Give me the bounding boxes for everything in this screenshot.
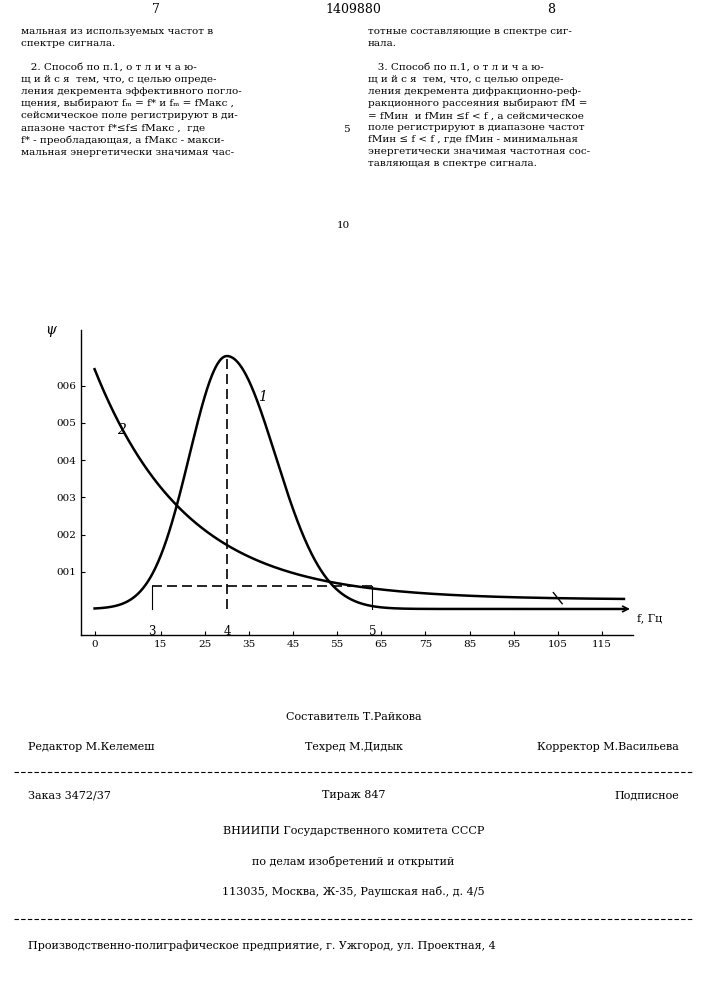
Text: Корректор М.Васильева: Корректор М.Васильева xyxy=(537,742,679,752)
Text: по делам изобретений и открытий: по делам изобретений и открытий xyxy=(252,856,455,867)
Text: Составитель Т.Райкова: Составитель Т.Райкова xyxy=(286,712,421,722)
Text: 8: 8 xyxy=(547,3,556,16)
Text: 1409880: 1409880 xyxy=(325,3,382,16)
Text: f, Гц: f, Гц xyxy=(637,613,662,623)
Text: 7: 7 xyxy=(151,3,160,16)
Text: Подписное: Подписное xyxy=(614,790,679,800)
Text: 2: 2 xyxy=(117,423,125,437)
Text: Редактор М.Келемеш: Редактор М.Келемеш xyxy=(28,742,155,752)
Text: Заказ 3472/37: Заказ 3472/37 xyxy=(28,790,111,800)
Text: 3: 3 xyxy=(148,625,156,638)
Text: Техред М.Дидык: Техред М.Дидык xyxy=(305,742,402,752)
Text: 5: 5 xyxy=(369,625,376,638)
Text: Тираж 847: Тираж 847 xyxy=(322,790,385,800)
Text: 5: 5 xyxy=(344,124,350,133)
Text: Производственно-полиграфическое предприятие, г. Ужгород, ул. Проектная, 4: Производственно-полиграфическое предприя… xyxy=(28,940,496,951)
Text: тотные составляющие в спектре сиг-
нала.

   3. Способ по п.1, о т л и ч а ю-
щ : тотные составляющие в спектре сиг- нала.… xyxy=(368,27,590,168)
Text: 10: 10 xyxy=(337,221,350,230)
Text: ВНИИПИ Государственного комитета СССР: ВНИИПИ Государственного комитета СССР xyxy=(223,826,484,836)
Text: ψ: ψ xyxy=(45,323,56,337)
Text: мальная из используемых частот в
спектре сигнала.

   2. Способ по п.1, о т л и : мальная из используемых частот в спектре… xyxy=(21,27,242,157)
Text: 1: 1 xyxy=(258,390,267,404)
Text: 4: 4 xyxy=(223,625,230,638)
Text: 113035, Москва, Ж-35, Раушская наб., д. 4/5: 113035, Москва, Ж-35, Раушская наб., д. … xyxy=(222,886,485,897)
